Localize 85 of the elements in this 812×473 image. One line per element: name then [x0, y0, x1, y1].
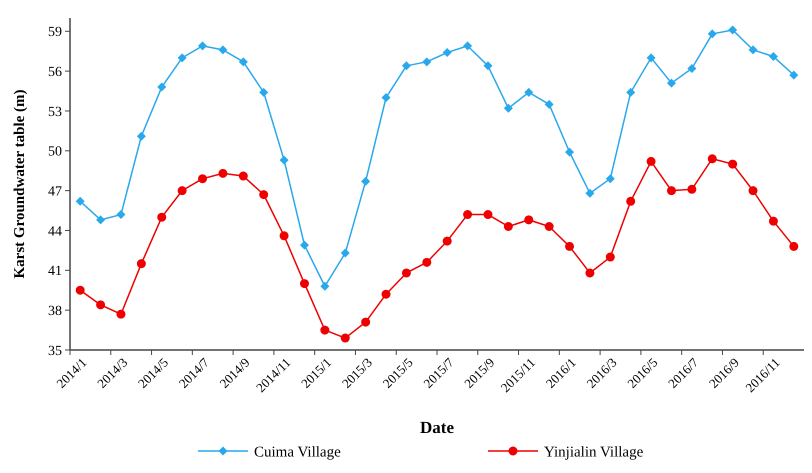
point	[218, 45, 228, 54]
point	[768, 52, 778, 62]
y-tick-label: 47	[48, 184, 62, 200]
point	[116, 210, 126, 220]
point	[728, 160, 738, 169]
point	[565, 242, 574, 251]
point	[402, 61, 411, 70]
point	[463, 41, 472, 50]
y-tick-label: 35	[48, 344, 62, 359]
point	[280, 156, 289, 165]
point	[483, 61, 492, 70]
point	[626, 196, 636, 206]
point	[96, 215, 106, 224]
point	[361, 176, 370, 186]
point	[300, 279, 309, 288]
point	[728, 25, 738, 34]
point	[504, 104, 513, 113]
y-tick-label: 41	[48, 264, 62, 280]
point	[238, 172, 248, 181]
point	[646, 156, 656, 166]
point	[259, 190, 268, 200]
point	[218, 168, 228, 178]
point	[382, 290, 391, 299]
point	[646, 53, 656, 62]
point	[626, 88, 636, 97]
point	[116, 310, 126, 319]
point	[585, 188, 594, 198]
point	[76, 286, 85, 295]
point	[76, 196, 85, 206]
y-axis-title: Karst Groundwater table (m)	[12, 89, 28, 279]
y-tick-label: 56	[48, 65, 62, 80]
point	[157, 212, 166, 222]
point	[606, 174, 615, 184]
y-tick-label: 53	[48, 104, 62, 120]
point	[768, 216, 778, 226]
point	[361, 318, 370, 327]
point	[280, 231, 289, 240]
point	[504, 222, 513, 231]
legend-label: Yinjialin Village	[544, 444, 644, 460]
point	[402, 268, 411, 278]
point	[157, 82, 166, 92]
point	[708, 154, 717, 164]
point	[666, 186, 676, 196]
point	[748, 45, 758, 54]
point	[524, 88, 534, 97]
point	[442, 236, 452, 246]
point	[96, 300, 106, 310]
point	[687, 184, 696, 194]
point	[422, 258, 432, 267]
point	[606, 252, 615, 262]
y-tick-label: 50	[48, 144, 62, 160]
point	[666, 78, 676, 88]
point	[585, 268, 594, 278]
point	[463, 210, 472, 220]
point	[300, 240, 309, 250]
point	[178, 186, 187, 196]
point	[198, 41, 208, 50]
y-tick-label: 59	[48, 25, 62, 40]
point	[748, 186, 758, 196]
point	[178, 53, 187, 62]
point	[544, 100, 554, 109]
point	[198, 174, 208, 184]
point	[565, 148, 574, 157]
point	[340, 248, 350, 258]
point	[259, 88, 268, 97]
point	[442, 48, 452, 58]
point	[483, 210, 492, 220]
point	[544, 222, 554, 231]
point	[789, 70, 798, 80]
point	[136, 132, 146, 141]
point	[136, 259, 146, 268]
point	[687, 64, 696, 73]
x-axis-title: Date	[420, 418, 454, 437]
point	[320, 282, 330, 291]
point	[422, 57, 432, 66]
point	[340, 334, 350, 343]
point	[708, 29, 717, 38]
y-tick-label: 44	[48, 224, 62, 240]
point	[382, 93, 391, 102]
point	[524, 215, 534, 224]
point	[320, 326, 330, 335]
legend-label: Cuima Village	[254, 444, 342, 460]
point	[238, 57, 248, 66]
point	[789, 242, 798, 251]
y-tick-label: 38	[48, 304, 62, 320]
